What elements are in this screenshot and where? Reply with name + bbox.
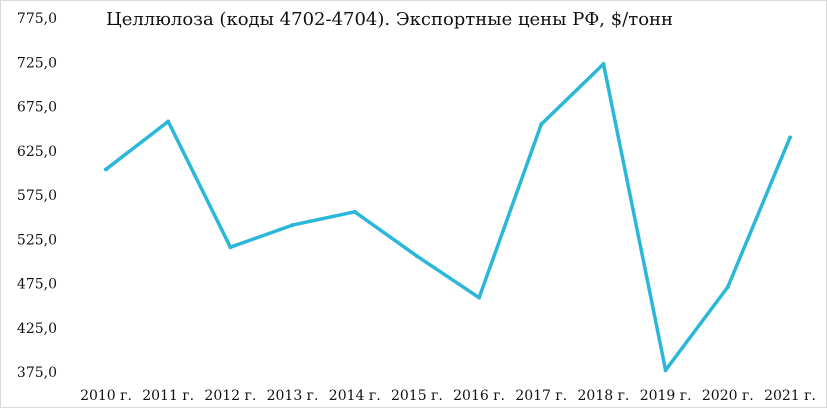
x-tick-label: 2012 г. <box>204 388 256 404</box>
series-line <box>104 62 792 372</box>
y-tick-label: 675,0 <box>17 100 57 116</box>
data-point <box>290 223 295 228</box>
y-tick-label: 575,0 <box>17 188 57 204</box>
y-tick-label: 475,0 <box>17 277 57 293</box>
x-tick-label: 2014 г. <box>329 388 381 404</box>
series-layer <box>104 62 792 373</box>
x-tick-label: 2010 г. <box>80 388 132 404</box>
x-tick-label: 2019 г. <box>640 388 692 404</box>
chart-title: Целлюлоза (коды 4702-4704). Экспортные ц… <box>106 9 673 30</box>
x-tick-label: 2018 г. <box>578 388 630 404</box>
x-tick-label: 2011 г. <box>142 388 194 404</box>
x-tick-label: 2021 г. <box>764 388 816 404</box>
data-point <box>539 122 544 127</box>
y-tick-label: 775,0 <box>17 11 57 27</box>
data-point <box>166 119 171 124</box>
data-point <box>788 135 792 140</box>
x-tick-label: 2020 г. <box>702 388 754 404</box>
y-tick-label: 625,0 <box>17 144 57 160</box>
x-tick-label: 2013 г. <box>267 388 319 404</box>
y-tick-label: 725,0 <box>17 55 57 71</box>
data-point <box>725 285 730 290</box>
data-point <box>352 209 357 214</box>
x-axis-ticks: 2010 г. 2011 г. 2012 г. 2013 г. 2014 г. 2015 … <box>80 388 816 404</box>
data-point <box>104 167 108 172</box>
y-tick-label: 375,0 <box>17 365 57 381</box>
x-tick-label: 2017 г. <box>515 388 567 404</box>
x-tick-label: 2015 г. <box>391 388 443 404</box>
y-tick-label: 525,0 <box>17 232 57 248</box>
y-tick-label: 425,0 <box>17 321 57 337</box>
data-point <box>228 245 233 250</box>
data-point <box>663 368 668 373</box>
y-axis-ticks: 375,0 425,0 475,0 525,0 575,0 625,0 675,0 725,0… <box>17 11 57 381</box>
data-point <box>601 62 606 67</box>
data-point <box>414 254 419 259</box>
data-point <box>477 295 482 300</box>
x-tick-label: 2016 г. <box>453 388 505 404</box>
